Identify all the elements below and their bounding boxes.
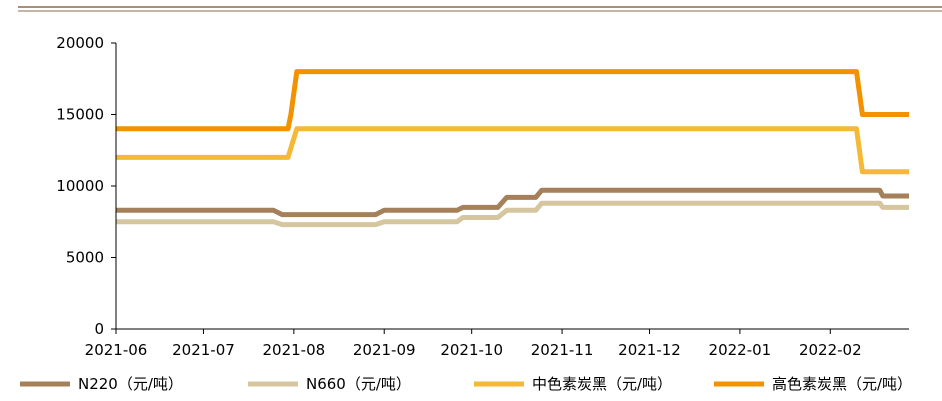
y-tick-label: 20000 xyxy=(56,34,104,52)
header-rule xyxy=(18,6,942,12)
x-tick-label: 2022-02 xyxy=(799,341,862,359)
x-tick-label: 2021-07 xyxy=(172,341,235,359)
legend-label: N660（元/吨） xyxy=(306,375,411,393)
legend-label: 高色素炭黑（元/吨） xyxy=(772,375,912,393)
y-tick-label: 0 xyxy=(94,320,104,338)
series-line-2 xyxy=(116,200,909,228)
x-tick-label: 2021-12 xyxy=(618,341,681,359)
x-tick-label: 2021-11 xyxy=(531,341,594,359)
x-tick-label: 2022-01 xyxy=(709,341,772,359)
series-layer xyxy=(116,69,909,228)
legend-label: N220（元/吨） xyxy=(78,375,183,393)
series-line-1 xyxy=(116,187,909,218)
y-tick-label: 5000 xyxy=(66,249,104,267)
legend-label: 中色素炭黑（元/吨） xyxy=(532,375,672,393)
legend: N220（元/吨） N660（元/吨） 中色素炭黑（元/吨） 高色素炭黑（元/吨） xyxy=(20,375,912,393)
x-tick-label: 2021-10 xyxy=(440,341,503,359)
x-tick-label: 2021-06 xyxy=(85,341,148,359)
axes: 0 5000 10000 15000 20000 2021-06 2021-07 2021-0… xyxy=(56,34,909,359)
x-tick-label: 2021-08 xyxy=(262,341,325,359)
x-tick-label: 2021-09 xyxy=(353,341,416,359)
series-line-4 xyxy=(116,69,909,132)
y-tick-label: 10000 xyxy=(56,177,104,195)
y-tick-label: 15000 xyxy=(56,106,104,124)
series-line-3 xyxy=(116,126,909,175)
